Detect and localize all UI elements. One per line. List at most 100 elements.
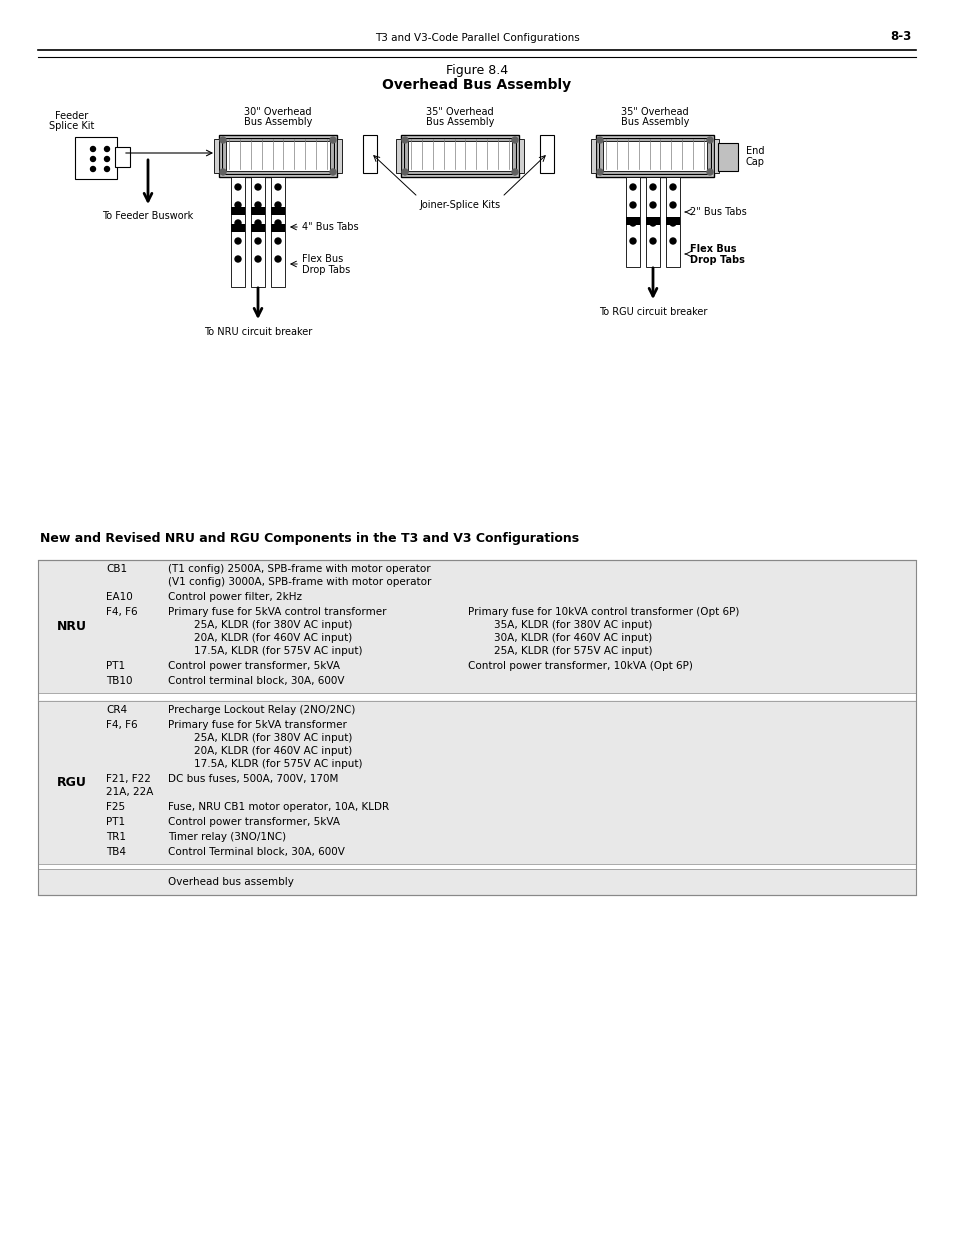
Bar <box>602 141 706 170</box>
Text: PT1: PT1 <box>106 661 125 671</box>
Text: TB4: TB4 <box>106 847 126 857</box>
Text: 30A, KLDR (for 460V AC input): 30A, KLDR (for 460V AC input) <box>468 634 652 643</box>
Circle shape <box>234 184 241 190</box>
Bar <box>38 559 915 693</box>
Bar <box>226 141 330 170</box>
Text: 8-3: 8-3 <box>890 30 911 43</box>
Text: Primary fuse for 5kVA control transformer: Primary fuse for 5kVA control transforme… <box>168 606 386 618</box>
Bar <box>38 701 915 864</box>
Circle shape <box>401 137 408 143</box>
Bar <box>645 177 659 267</box>
Text: CB1: CB1 <box>106 564 127 574</box>
Text: Bus Assembly: Bus Assembly <box>244 117 312 127</box>
Circle shape <box>649 220 656 226</box>
Text: Figure 8.4: Figure 8.4 <box>445 64 508 77</box>
Circle shape <box>105 157 110 162</box>
Bar <box>115 147 130 167</box>
Circle shape <box>274 256 281 262</box>
Text: 25A, KLDR (for 380V AC input): 25A, KLDR (for 380V AC input) <box>168 734 352 743</box>
Text: Cap: Cap <box>745 157 764 167</box>
Text: 20A, KLDR (for 460V AC input): 20A, KLDR (for 460V AC input) <box>168 746 352 756</box>
Text: 35" Overhead: 35" Overhead <box>620 107 688 117</box>
Bar <box>271 207 285 215</box>
Bar <box>518 140 523 173</box>
Circle shape <box>629 184 636 190</box>
Circle shape <box>274 203 281 207</box>
Bar <box>590 140 596 173</box>
Circle shape <box>706 137 712 143</box>
Circle shape <box>91 157 95 162</box>
Circle shape <box>274 220 281 226</box>
Bar <box>539 135 554 173</box>
Circle shape <box>597 169 602 175</box>
Circle shape <box>629 203 636 207</box>
Text: To Feeder Buswork: To Feeder Buswork <box>102 211 193 221</box>
Circle shape <box>91 147 95 152</box>
Circle shape <box>649 184 656 190</box>
Bar <box>400 135 518 177</box>
Text: 20A, KLDR (for 460V AC input): 20A, KLDR (for 460V AC input) <box>168 634 352 643</box>
Circle shape <box>629 220 636 226</box>
Text: 30" Overhead: 30" Overhead <box>244 107 312 117</box>
Text: F4, F6: F4, F6 <box>106 606 137 618</box>
Text: EA10: EA10 <box>106 592 132 601</box>
Bar <box>363 135 376 173</box>
Bar <box>665 177 679 267</box>
Text: Overhead Bus Assembly: Overhead Bus Assembly <box>382 78 571 91</box>
Text: Control power transformer, 5kVA: Control power transformer, 5kVA <box>168 818 339 827</box>
Text: Drop Tabs: Drop Tabs <box>689 254 744 266</box>
Circle shape <box>254 184 261 190</box>
Text: NRU: NRU <box>57 620 87 634</box>
Bar <box>625 217 639 225</box>
Circle shape <box>512 137 517 143</box>
Text: F21, F22: F21, F22 <box>106 774 151 784</box>
Circle shape <box>254 203 261 207</box>
Bar <box>251 207 265 215</box>
Text: 25A, KLDR (for 575V AC input): 25A, KLDR (for 575V AC input) <box>468 646 652 656</box>
Text: Joiner-Splice Kits: Joiner-Splice Kits <box>419 200 500 210</box>
Circle shape <box>234 220 241 226</box>
Circle shape <box>669 203 676 207</box>
Text: CR4: CR4 <box>106 705 127 715</box>
Circle shape <box>254 238 261 245</box>
Text: (T1 config) 2500A, SPB-frame with motor operator: (T1 config) 2500A, SPB-frame with motor … <box>168 564 430 574</box>
Circle shape <box>91 167 95 172</box>
Circle shape <box>597 137 602 143</box>
Bar <box>625 177 639 267</box>
Circle shape <box>234 203 241 207</box>
Text: Primary fuse for 10kVA control transformer (Opt 6P): Primary fuse for 10kVA control transform… <box>468 606 739 618</box>
Text: Drop Tabs: Drop Tabs <box>302 266 350 275</box>
Bar <box>271 177 285 287</box>
Bar <box>222 138 334 174</box>
Text: PT1: PT1 <box>106 818 125 827</box>
Text: Control power transformer, 5kVA: Control power transformer, 5kVA <box>168 661 339 671</box>
Circle shape <box>274 184 281 190</box>
Bar <box>251 177 265 287</box>
Text: 2" Bus Tabs: 2" Bus Tabs <box>689 207 746 217</box>
Circle shape <box>105 147 110 152</box>
Text: Flex Bus: Flex Bus <box>689 245 736 254</box>
Circle shape <box>629 238 636 245</box>
Circle shape <box>649 203 656 207</box>
Text: 35A, KLDR (for 380V AC input): 35A, KLDR (for 380V AC input) <box>468 620 652 630</box>
Bar <box>408 141 512 170</box>
Bar <box>395 140 400 173</box>
Circle shape <box>706 169 712 175</box>
Circle shape <box>669 238 676 245</box>
Text: Splice Kit: Splice Kit <box>50 121 94 131</box>
Bar <box>718 143 738 170</box>
Text: F4, F6: F4, F6 <box>106 720 137 730</box>
Circle shape <box>669 220 676 226</box>
Text: Control power filter, 2kHz: Control power filter, 2kHz <box>168 592 302 601</box>
Circle shape <box>330 137 335 143</box>
Bar <box>598 138 710 174</box>
Bar <box>336 140 341 173</box>
Bar <box>219 135 336 177</box>
Text: 4" Bus Tabs: 4" Bus Tabs <box>302 222 358 232</box>
Circle shape <box>649 238 656 245</box>
Text: Feeder: Feeder <box>55 111 89 121</box>
Text: End: End <box>745 146 763 156</box>
Circle shape <box>234 238 241 245</box>
Text: To NRU circuit breaker: To NRU circuit breaker <box>204 327 312 337</box>
Text: Flex Bus: Flex Bus <box>302 254 343 264</box>
